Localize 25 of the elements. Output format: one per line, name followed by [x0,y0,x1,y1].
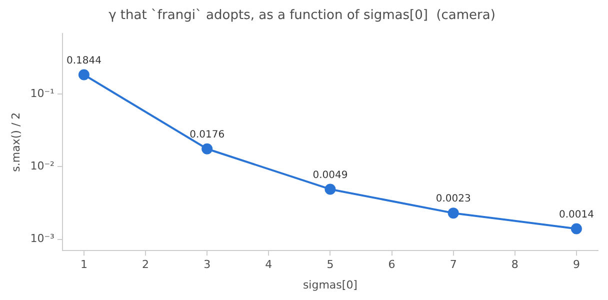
y-tick-label: 10⁻² [30,160,54,173]
data-label: 0.1844 [66,55,102,66]
y-axis-title: s.max() / 2 [9,112,22,172]
point [570,223,582,234]
point [202,143,213,154]
data-label: 0.0049 [312,170,348,181]
point [448,208,459,219]
x-tick-label: 5 [326,258,334,272]
x-tick-label: 8 [511,258,518,272]
chart-title: γ that `frangi` adopts, as a function of sigmas[0] (camera) [108,8,496,24]
y-tick-label: 10⁻¹ [30,86,54,100]
x-tick-label: 4 [265,258,272,272]
y-tick-label: 10⁻³ [30,232,54,246]
x-tick-label: 6 [388,258,396,272]
data-label: 0.0176 [190,129,225,140]
x-axis-title: sigmas[0] [302,278,358,292]
x-tick-label: 1 [80,258,88,272]
point [324,184,336,195]
data-label: 0.0014 [558,209,594,220]
data-label: 0.0023 [436,194,471,205]
x-tick-label: 2 [142,258,150,272]
x-tick-label: 7 [450,258,457,272]
x-tick-label: 9 [572,258,580,272]
point [78,69,90,80]
x-tick-label: 3 [204,258,211,272]
